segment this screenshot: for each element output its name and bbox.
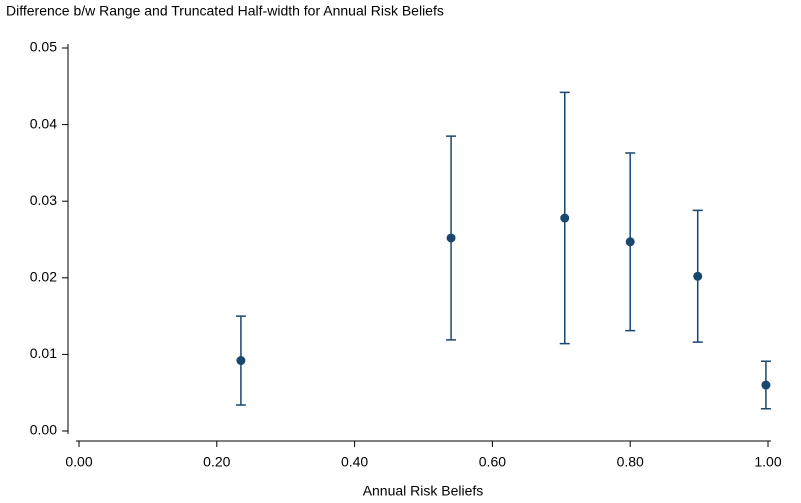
y-tick-label: 0.03 [30,192,57,208]
point [625,237,635,247]
y-tick-label: 0.00 [30,422,57,438]
point [560,213,570,223]
point [236,356,246,366]
point [446,233,456,243]
y-tick-label: 0.02 [30,269,57,285]
x-axis-label: Annual Risk Beliefs [363,483,484,499]
point [693,271,703,281]
x-tick-label: 0.80 [617,454,644,470]
y-tick-label: 0.01 [30,345,57,361]
x-tick-label: 0.60 [479,454,506,470]
x-tick-label: 1.00 [754,454,781,470]
x-tick-label: 0.00 [65,454,92,470]
chart-title: Difference b/w Range and Truncated Half-… [6,3,444,19]
x-tick-label: 0.40 [341,454,368,470]
x-tick-label: 0.20 [203,454,230,470]
y-tick-label: 0.05 [30,39,57,55]
y-tick-label: 0.04 [30,115,57,131]
point [761,380,771,390]
